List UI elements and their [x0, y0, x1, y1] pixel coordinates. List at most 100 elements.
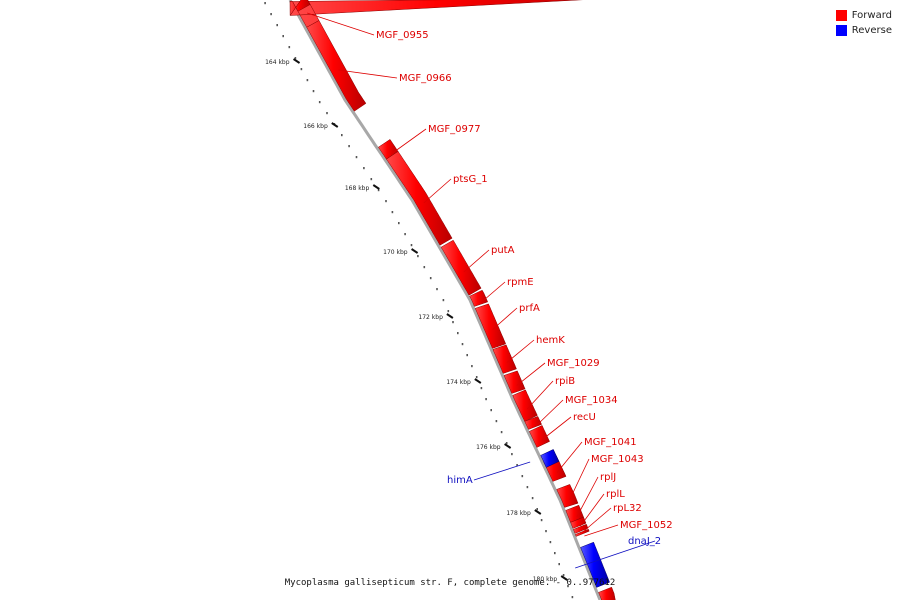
minor-tick-dot [436, 288, 438, 291]
minor-tick-dot [423, 266, 426, 269]
feature-block [580, 541, 610, 588]
feature-block [512, 389, 538, 422]
feature-label: dnaJ_2 [628, 536, 661, 547]
leader-line [506, 339, 535, 363]
feature-label: MGF_0977 [428, 124, 481, 135]
tick-label: 164 kbp [265, 59, 290, 66]
minor-tick-dot [398, 222, 400, 225]
minor-tick-dot [264, 2, 266, 5]
feature-label: recU [573, 412, 596, 423]
feature-block [474, 303, 507, 349]
leader-line [569, 458, 590, 500]
genome-backbone [288, 0, 602, 600]
tick-label: 166 kbp [303, 123, 328, 130]
legend-reverse: Reverse [835, 23, 892, 38]
legend-forward: Forward [835, 8, 892, 23]
feature-label: MGF_1041 [584, 437, 637, 448]
minor-tick-dot [294, 57, 297, 60]
minor-tick-dot [521, 475, 524, 478]
feature-block [503, 370, 526, 394]
forward-swatch [835, 10, 847, 21]
leader-line [526, 380, 554, 410]
minor-tick-dot [391, 211, 394, 214]
minor-tick-dot [370, 178, 373, 181]
feature-label: rpL32 [613, 503, 642, 514]
leader-line [580, 493, 605, 527]
leader-line [390, 128, 427, 155]
minor-tick-dot [410, 244, 413, 247]
feature-label: rpiB [555, 376, 575, 387]
feature-label: rplL [606, 489, 625, 500]
minor-tick-dot [540, 519, 543, 522]
minor-tick-dot [363, 167, 365, 170]
major-tick-mark [292, 58, 301, 64]
leader-line [480, 281, 506, 303]
minor-tick-dot [475, 376, 478, 379]
minor-tick-dot [429, 277, 432, 280]
minor-tick-dot [571, 596, 574, 599]
minor-tick-dot [567, 585, 569, 588]
major-tick-mark [560, 575, 568, 581]
minor-tick-dot [282, 35, 284, 38]
minor-ticks [264, 2, 574, 599]
major-tick-mark [372, 184, 380, 190]
feature-label: MGF_1034 [565, 395, 618, 406]
feature-label: MGF_1029 [547, 358, 600, 369]
feature-block [440, 239, 482, 296]
leader-line [584, 524, 619, 537]
minor-tick-dot [545, 530, 547, 533]
minor-tick-dot [306, 79, 309, 82]
major-tick-mark [534, 509, 542, 515]
minor-tick-dot [480, 387, 483, 390]
features [289, 0, 616, 600]
feature-block [556, 484, 579, 508]
leader-line [535, 399, 564, 427]
genome-caption: Mycoplasma gallisepticum str. F, complet… [284, 578, 616, 588]
minor-tick-dot [516, 464, 518, 467]
leader-line [582, 507, 612, 533]
feature-label: rpmE [507, 277, 534, 288]
feature-label: himA [447, 475, 473, 486]
minor-tick-dot [558, 563, 560, 566]
minor-tick-dot [355, 156, 358, 159]
major-tick-mark [446, 313, 454, 319]
minor-tick-dot [288, 46, 291, 49]
feature-block [540, 449, 560, 468]
minor-tick-dot [505, 442, 508, 445]
tick-label: 170 kbp [383, 249, 408, 256]
feature-block [529, 425, 550, 448]
minor-tick-dot [447, 310, 450, 313]
minor-tick-dot [417, 255, 419, 258]
tick-label: 178 kbp [506, 510, 531, 517]
minor-tick-dot [348, 145, 350, 148]
legend-reverse-label: Reverse [851, 25, 892, 36]
feature-label: ptsG_1 [453, 174, 488, 185]
minor-tick-dot [495, 420, 498, 423]
feature-block [573, 523, 589, 534]
feature-label: MGF_0966 [399, 73, 452, 84]
feature-label: prfA [519, 303, 540, 314]
feature-block [492, 344, 517, 374]
minor-tick-dot [326, 112, 328, 115]
minor-tick-dot [490, 409, 492, 412]
leader-line [576, 476, 599, 518]
leader-line [423, 178, 452, 204]
minor-tick-dot [452, 321, 454, 324]
feature-block [598, 586, 616, 600]
feature-block [289, 0, 311, 17]
minor-tick-dot [385, 200, 387, 203]
tick-label: 168 kbp [345, 185, 370, 192]
minor-tick-dot [300, 68, 303, 71]
minor-tick-dot [531, 497, 534, 500]
leader-line [556, 441, 583, 473]
feature-labels: MGF_0955 MGF_0966 MGF_0977 ptsG_1 putA rpmE pr… [307, 12, 673, 569]
reverse-swatch [835, 25, 847, 36]
tick-label: 176 kbp [476, 444, 501, 451]
minor-tick-dot [511, 453, 513, 456]
feature-label: hemK [536, 335, 565, 346]
leader-line [492, 307, 518, 330]
leader-line [516, 362, 546, 386]
feature-label: MGF_1052 [620, 520, 673, 531]
leader-line [463, 249, 490, 273]
minor-tick-dot [562, 574, 565, 577]
